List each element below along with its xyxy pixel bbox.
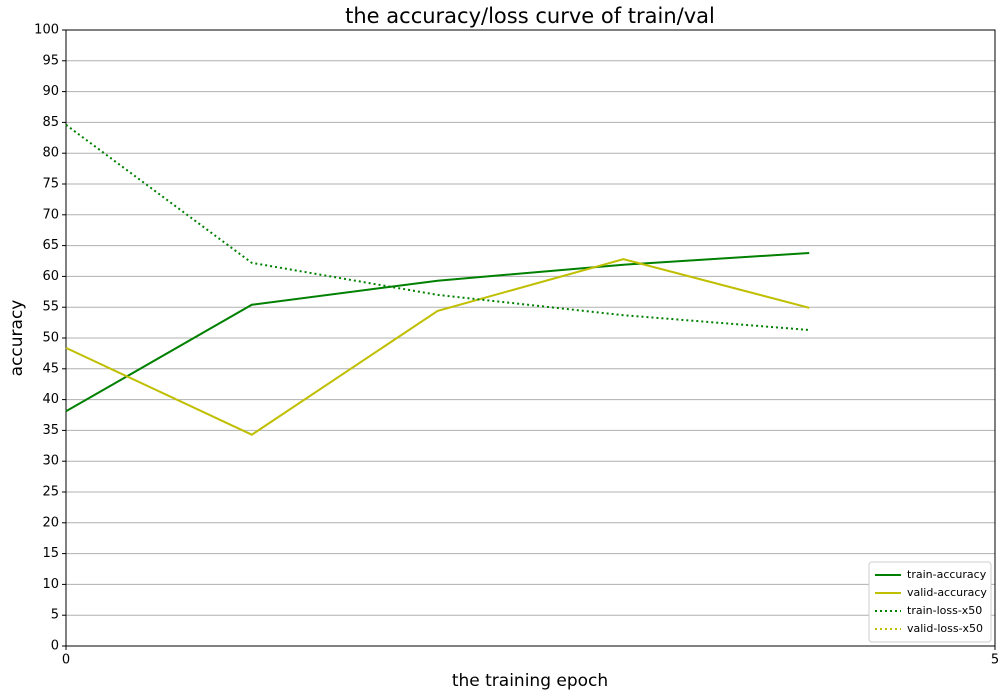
y-tick-label: 55 (42, 300, 59, 315)
y-tick-label: 95 (42, 53, 59, 68)
line-series (65, 124, 810, 331)
y-tick-label: 40 (42, 392, 59, 407)
y-tick-label: 80 (42, 146, 59, 161)
x-tick-label: 5 (991, 653, 999, 668)
line-series (65, 258, 810, 436)
y-tick-label: 15 (42, 546, 59, 561)
plot-frame (65, 29, 996, 647)
legend-label: valid-accuracy (907, 586, 987, 599)
y-tick-label: 10 (42, 577, 59, 592)
y-axis-label: accuracy (7, 300, 27, 377)
y-tick-label: 45 (42, 361, 59, 376)
legend-label: train-loss-x50 (907, 604, 982, 617)
legend-label: train-accuracy (907, 568, 987, 581)
line-series (65, 251, 810, 413)
legend-box (868, 561, 992, 643)
x-axis-label: the training epoch (452, 671, 608, 691)
y-tick-label: 0 (51, 639, 59, 654)
y-tick-label: 85 (42, 115, 59, 130)
y-tick-label: 25 (42, 485, 59, 500)
y-tick-label: 60 (42, 269, 59, 284)
y-tick-label: 70 (42, 207, 59, 222)
y-tick-label: 50 (42, 331, 59, 346)
chart-title: the accuracy/loss curve of train/val (345, 4, 715, 28)
y-tick-label: 5 (51, 608, 59, 623)
y-tick-label: 30 (42, 454, 59, 469)
x-tick-label: 0 (62, 653, 70, 668)
y-tick-label: 100 (34, 23, 59, 38)
y-tick-label: 65 (42, 238, 59, 253)
y-tick-label: 90 (42, 84, 59, 99)
y-tick-label: 35 (42, 423, 59, 438)
y-tick-label: 75 (42, 177, 59, 192)
y-tick-label: 20 (42, 515, 59, 530)
legend-label: valid-loss-x50 (907, 622, 983, 635)
